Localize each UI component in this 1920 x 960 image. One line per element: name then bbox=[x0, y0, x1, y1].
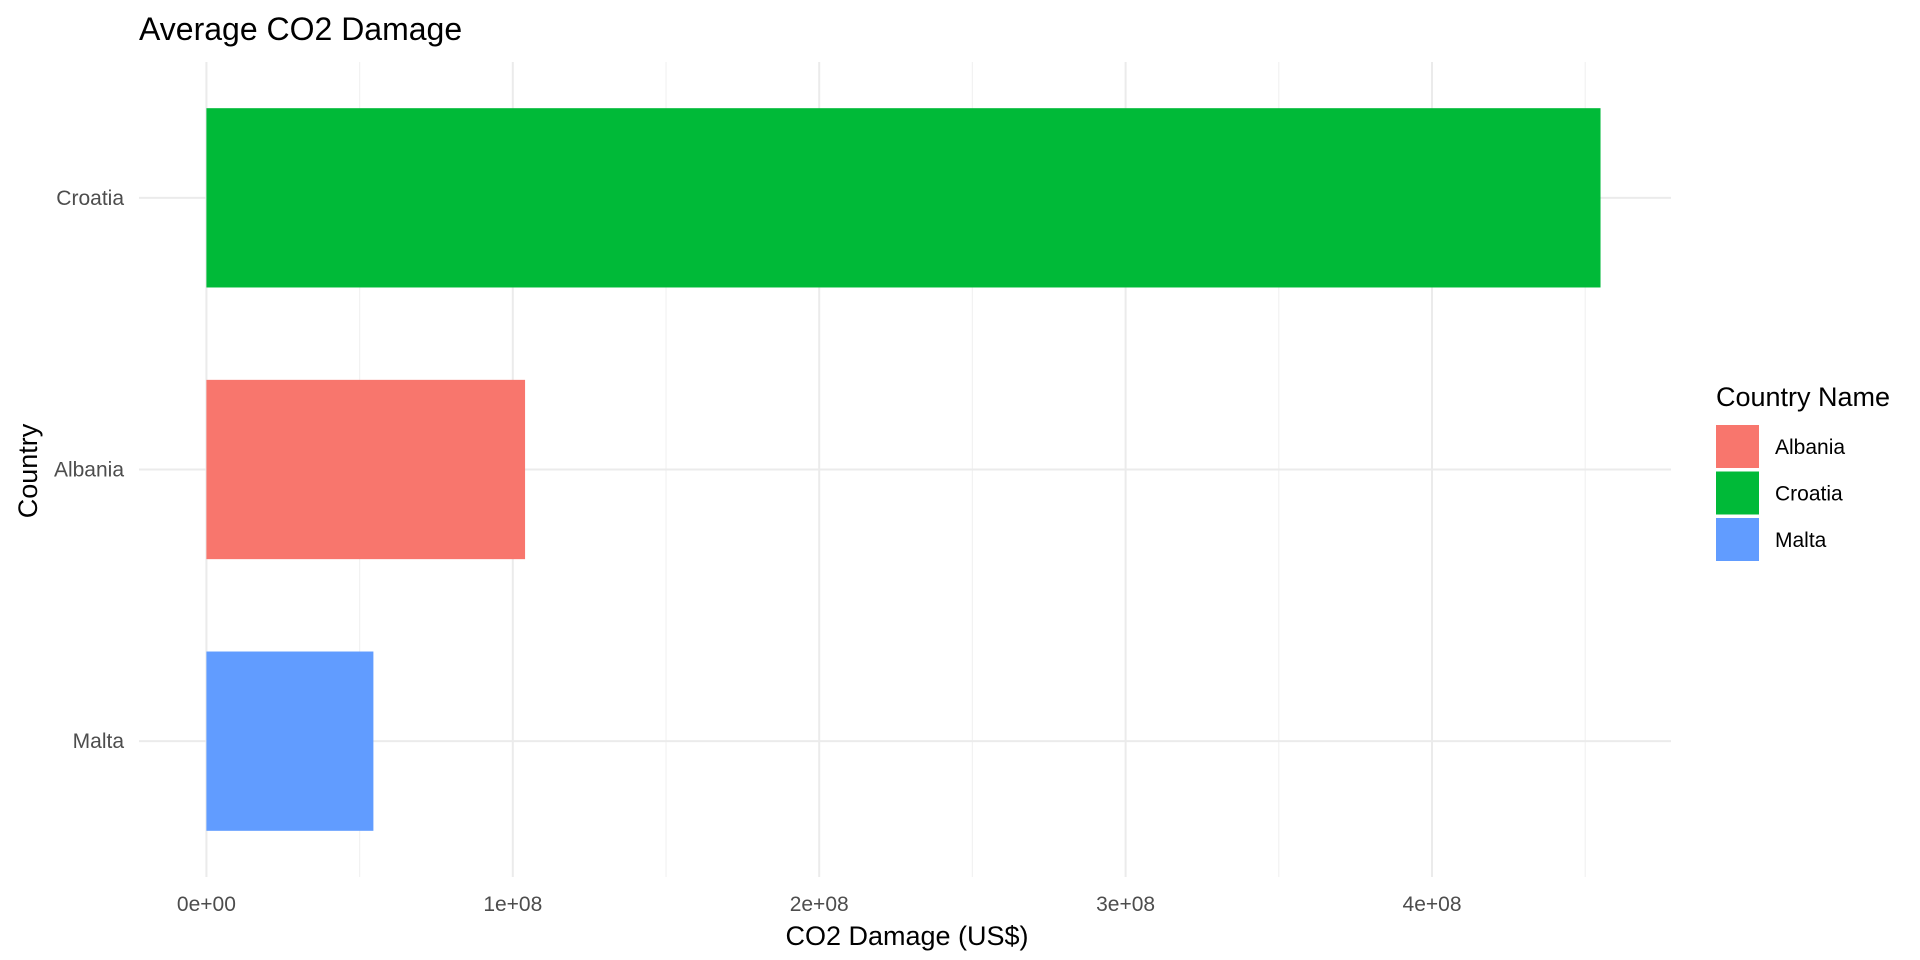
bar-croatia bbox=[206, 108, 1601, 288]
x-tick-label: 0e+00 bbox=[177, 893, 236, 916]
x-tick-label: 3e+08 bbox=[1096, 893, 1155, 916]
legend-items: Albania Croatia Malta bbox=[1716, 425, 1845, 561]
bar-malta bbox=[206, 651, 374, 831]
legend-swatch-albania bbox=[1716, 425, 1759, 468]
legend-title: Country Name bbox=[1716, 382, 1890, 412]
x-tick-label: 2e+08 bbox=[790, 893, 849, 916]
x-axis-ticks: 0e+00 1e+08 2e+08 3e+08 4e+08 bbox=[177, 893, 1462, 916]
y-axis-ticks: Croatia Albania Malta bbox=[54, 187, 124, 753]
x-tick-label: 1e+08 bbox=[483, 893, 542, 916]
legend: Country Name Albania Croatia Malta bbox=[1716, 382, 1890, 561]
legend-label-albania: Albania bbox=[1775, 436, 1845, 459]
legend-swatch-malta bbox=[1716, 518, 1759, 561]
y-axis-title: Country bbox=[13, 423, 43, 518]
legend-label-croatia: Croatia bbox=[1775, 483, 1843, 506]
y-tick-label: Albania bbox=[54, 459, 124, 482]
x-tick-label: 4e+08 bbox=[1403, 893, 1462, 916]
chart-title: Average CO2 Damage bbox=[139, 11, 462, 47]
y-tick-label: Malta bbox=[73, 730, 125, 753]
y-tick-label: Croatia bbox=[56, 187, 124, 210]
bars bbox=[206, 108, 1601, 831]
legend-label-malta: Malta bbox=[1775, 529, 1827, 552]
legend-swatch-croatia bbox=[1716, 471, 1759, 515]
x-axis-title: CO2 Damage (US$) bbox=[785, 921, 1028, 951]
bar-albania bbox=[206, 379, 526, 560]
